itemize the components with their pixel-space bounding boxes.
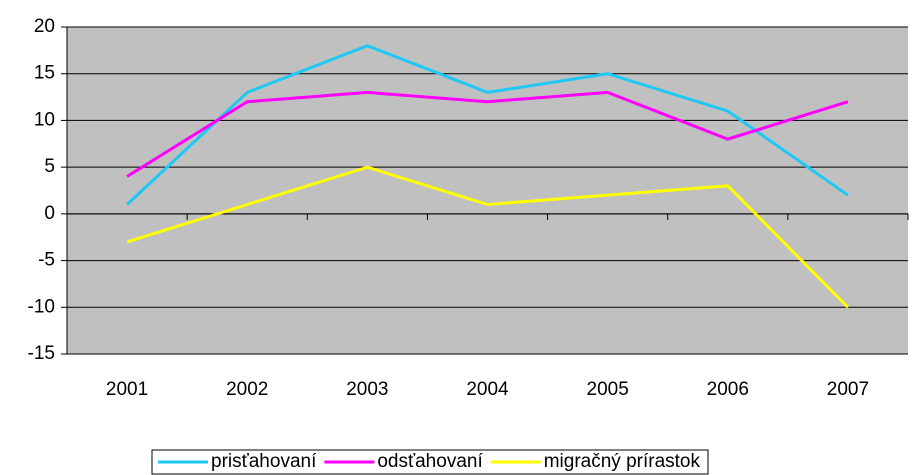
legend-label: prisťahovaní — [211, 451, 317, 472]
y-tick-label: 5 — [44, 156, 55, 177]
legend-box — [151, 449, 709, 475]
x-tick-label: 2003 — [346, 379, 388, 400]
series-line — [126, 44, 849, 206]
x-tick-label: 2004 — [466, 379, 509, 400]
y-tick-label: 0 — [44, 203, 55, 224]
y-tick-label: -10 — [28, 296, 55, 317]
y-tick-label: 20 — [34, 16, 55, 37]
legend-label: migračný prírastok — [544, 451, 701, 472]
y-tick-label: -15 — [28, 343, 55, 364]
x-tick-label: 2001 — [106, 379, 148, 400]
x-tick-label: 2005 — [587, 379, 629, 400]
y-tick-label: 15 — [34, 63, 55, 84]
x-tick-label: 2007 — [827, 379, 869, 400]
y-tick-label: -5 — [38, 250, 55, 271]
y-tick-label: 10 — [34, 109, 55, 130]
legend-label: odsťahovaní — [377, 451, 483, 472]
x-tick-label: 2006 — [707, 379, 749, 400]
plot-area — [67, 27, 908, 354]
x-tick-label: 2002 — [226, 379, 268, 400]
series-line — [126, 90, 849, 178]
series-line — [126, 165, 849, 309]
